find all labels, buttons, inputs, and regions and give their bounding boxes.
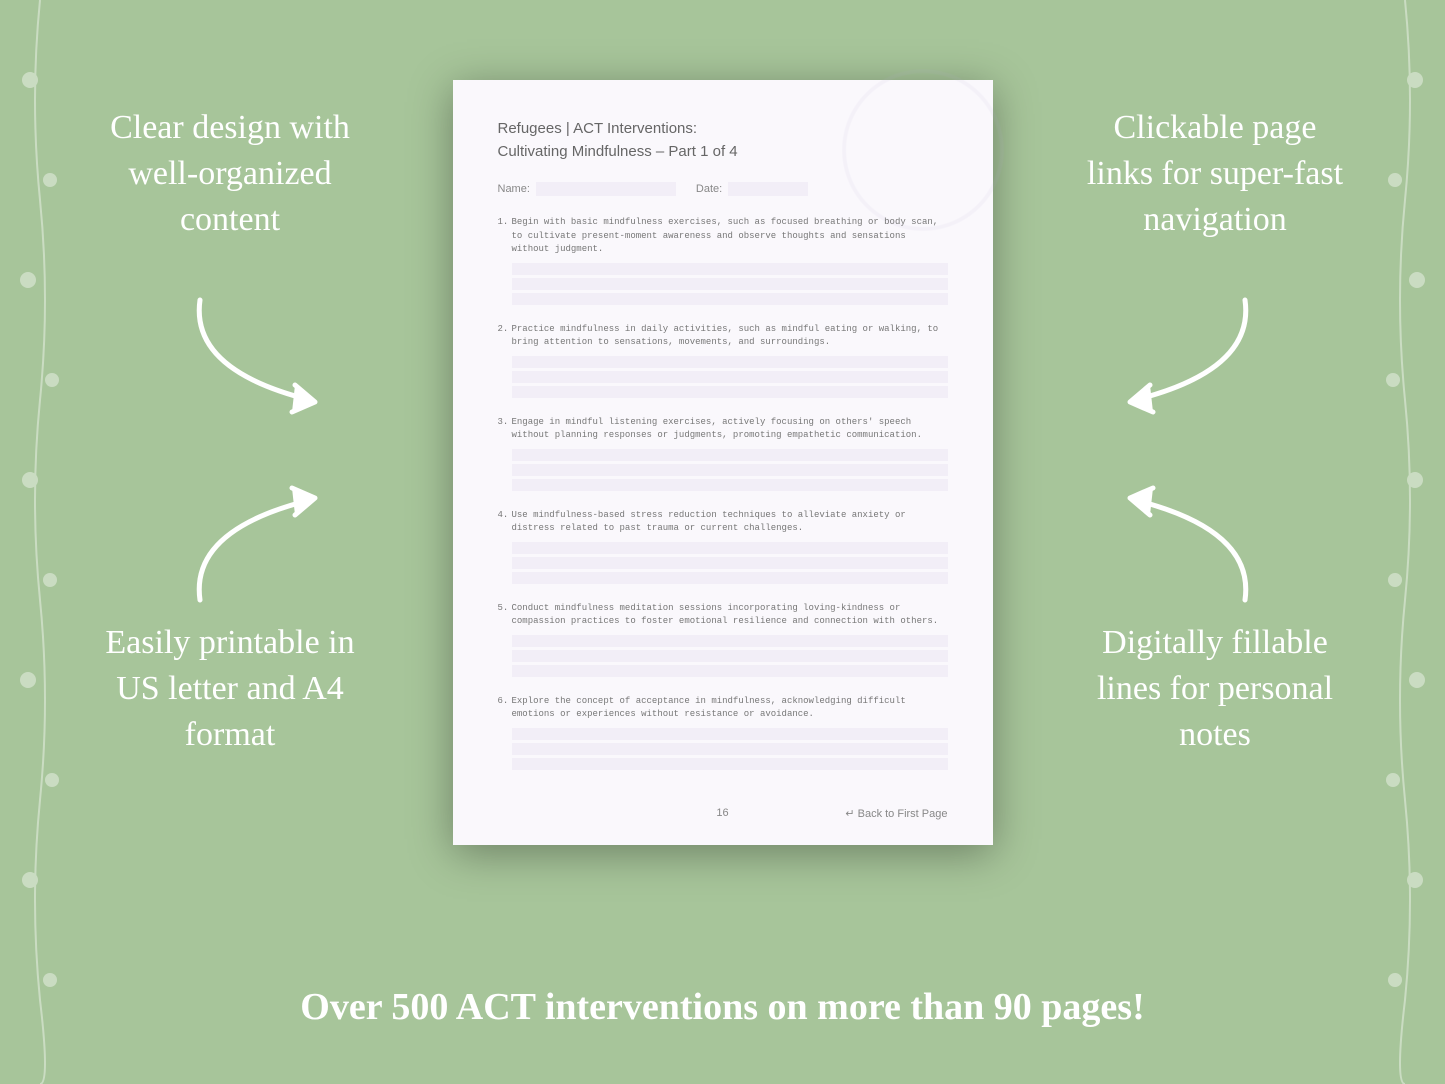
name-label: Name:	[498, 183, 530, 195]
fill-line[interactable]	[512, 758, 948, 770]
fill-line[interactable]	[512, 665, 948, 677]
item-text: Conduct mindfulness meditation sessions …	[512, 603, 939, 627]
bottom-tagline: Over 500 ACT interventions on more than …	[0, 985, 1445, 1029]
fill-line[interactable]	[512, 479, 948, 491]
back-link[interactable]: ↵ Back to First Page	[845, 807, 947, 820]
document-page: Refugees | ACT Interventions: Cultivatin…	[453, 80, 993, 845]
list-item: Begin with basic mindfulness exercises, …	[498, 216, 948, 305]
fill-line[interactable]	[512, 635, 948, 647]
fill-line[interactable]	[512, 449, 948, 461]
date-input[interactable]	[728, 182, 808, 196]
callout-top-right: Clickable page links for super-fast navi…	[1085, 105, 1345, 243]
fill-line[interactable]	[512, 542, 948, 554]
item-text: Begin with basic mindfulness exercises, …	[512, 217, 939, 254]
fill-line[interactable]	[512, 386, 948, 398]
arrow-tr	[1095, 290, 1265, 420]
list-item: Use mindfulness-based stress reduction t…	[498, 509, 948, 584]
arrow-br	[1095, 480, 1265, 610]
decorative-vine-left	[0, 0, 80, 1084]
item-text: Engage in mindful listening exercises, a…	[512, 417, 922, 441]
fill-line[interactable]	[512, 464, 948, 476]
fill-line[interactable]	[512, 728, 948, 740]
items-list: Begin with basic mindfulness exercises, …	[498, 216, 948, 770]
fill-line[interactable]	[512, 650, 948, 662]
page-number: 16	[716, 807, 728, 819]
list-item: Engage in mindful listening exercises, a…	[498, 416, 948, 491]
name-input[interactable]	[536, 182, 676, 196]
fill-line[interactable]	[512, 371, 948, 383]
item-text: Practice mindfulness in daily activities…	[512, 324, 939, 348]
page-header: Refugees | ACT Interventions:	[498, 120, 948, 137]
callout-top-left: Clear design with well-organized content	[100, 105, 360, 243]
fill-line[interactable]	[512, 356, 948, 368]
callout-bottom-right: Digitally fillable lines for personal no…	[1085, 620, 1345, 758]
name-date-row: Name: Date:	[498, 182, 948, 196]
arrow-tl	[180, 290, 350, 420]
fill-line[interactable]	[512, 743, 948, 755]
list-item: Conduct mindfulness meditation sessions …	[498, 602, 948, 677]
item-text: Explore the concept of acceptance in min…	[512, 696, 906, 720]
fill-line[interactable]	[512, 293, 948, 305]
fill-line[interactable]	[512, 263, 948, 275]
list-item: Practice mindfulness in daily activities…	[498, 323, 948, 398]
fill-line[interactable]	[512, 572, 948, 584]
page-subtitle: Cultivating Mindfulness – Part 1 of 4	[498, 143, 948, 160]
item-text: Use mindfulness-based stress reduction t…	[512, 510, 906, 534]
fill-line[interactable]	[512, 278, 948, 290]
date-label: Date:	[696, 183, 722, 195]
list-item: Explore the concept of acceptance in min…	[498, 695, 948, 770]
page-footer: 16 ↵ Back to First Page	[498, 807, 948, 820]
decorative-vine-right	[1365, 0, 1445, 1084]
fill-line[interactable]	[512, 557, 948, 569]
arrow-bl	[180, 480, 350, 610]
callout-bottom-left: Easily printable in US letter and A4 for…	[100, 620, 360, 758]
